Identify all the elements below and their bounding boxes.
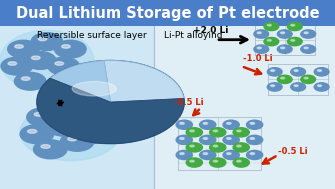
Ellipse shape xyxy=(237,160,241,162)
Ellipse shape xyxy=(294,70,298,71)
Ellipse shape xyxy=(213,130,218,132)
FancyBboxPatch shape xyxy=(0,26,154,189)
Wedge shape xyxy=(37,78,184,144)
Ellipse shape xyxy=(318,70,322,71)
Ellipse shape xyxy=(55,62,64,65)
Ellipse shape xyxy=(27,129,37,133)
Ellipse shape xyxy=(250,122,255,124)
Circle shape xyxy=(254,30,269,38)
Ellipse shape xyxy=(180,153,184,155)
Ellipse shape xyxy=(227,122,231,124)
Circle shape xyxy=(8,40,39,58)
Circle shape xyxy=(20,125,54,144)
Circle shape xyxy=(291,83,306,91)
Ellipse shape xyxy=(237,130,241,132)
Circle shape xyxy=(60,132,94,151)
Circle shape xyxy=(74,125,107,144)
Circle shape xyxy=(223,120,239,129)
Text: Reversible surface layer: Reversible surface layer xyxy=(37,31,146,40)
Circle shape xyxy=(277,45,292,53)
Ellipse shape xyxy=(213,160,218,162)
Circle shape xyxy=(176,150,192,160)
Ellipse shape xyxy=(291,40,295,41)
Ellipse shape xyxy=(190,130,194,132)
Circle shape xyxy=(55,40,86,58)
Ellipse shape xyxy=(281,47,285,49)
Circle shape xyxy=(186,128,202,137)
FancyBboxPatch shape xyxy=(0,0,335,26)
Ellipse shape xyxy=(294,85,298,87)
Ellipse shape xyxy=(271,85,275,87)
Circle shape xyxy=(301,30,316,38)
Ellipse shape xyxy=(54,122,64,126)
Ellipse shape xyxy=(8,62,17,65)
Ellipse shape xyxy=(267,40,271,41)
Ellipse shape xyxy=(250,138,255,139)
Ellipse shape xyxy=(271,70,275,71)
Circle shape xyxy=(176,135,192,144)
Wedge shape xyxy=(104,60,184,102)
Ellipse shape xyxy=(31,56,40,60)
Circle shape xyxy=(291,68,306,76)
Circle shape xyxy=(277,30,292,38)
Ellipse shape xyxy=(281,77,285,79)
Circle shape xyxy=(301,75,316,84)
Ellipse shape xyxy=(180,138,184,139)
Ellipse shape xyxy=(304,77,308,79)
Text: -0.5 Li: -0.5 Li xyxy=(278,147,308,156)
Ellipse shape xyxy=(41,145,50,148)
Ellipse shape xyxy=(190,145,194,147)
Ellipse shape xyxy=(38,37,47,41)
Circle shape xyxy=(301,45,316,53)
Circle shape xyxy=(264,37,279,46)
Ellipse shape xyxy=(203,138,208,139)
Text: -1.0 Li: -1.0 Li xyxy=(243,54,273,63)
Ellipse shape xyxy=(304,47,308,49)
Ellipse shape xyxy=(68,137,77,141)
Ellipse shape xyxy=(61,105,70,109)
Ellipse shape xyxy=(190,160,194,162)
Circle shape xyxy=(200,135,216,144)
Ellipse shape xyxy=(81,129,90,133)
Circle shape xyxy=(254,45,269,53)
Ellipse shape xyxy=(304,32,308,34)
Text: -0.5 Li: -0.5 Li xyxy=(175,98,204,107)
Ellipse shape xyxy=(291,24,295,26)
Circle shape xyxy=(200,120,216,129)
Circle shape xyxy=(210,158,226,167)
Circle shape xyxy=(186,143,202,152)
Text: Dual Lithium Storage of Pt electrode: Dual Lithium Storage of Pt electrode xyxy=(16,6,319,21)
FancyBboxPatch shape xyxy=(154,26,335,189)
Circle shape xyxy=(233,128,249,137)
Circle shape xyxy=(287,22,302,31)
Circle shape xyxy=(247,135,263,144)
Text: +2.0 Li: +2.0 Li xyxy=(193,26,229,35)
Circle shape xyxy=(54,100,87,119)
Circle shape xyxy=(27,108,60,127)
Circle shape xyxy=(210,143,226,152)
Circle shape xyxy=(14,72,46,90)
Circle shape xyxy=(267,83,282,91)
Ellipse shape xyxy=(15,45,23,48)
Ellipse shape xyxy=(237,145,241,147)
Ellipse shape xyxy=(213,145,218,147)
Circle shape xyxy=(233,158,249,167)
Circle shape xyxy=(31,33,63,50)
Ellipse shape xyxy=(20,104,121,161)
Circle shape xyxy=(210,128,226,137)
Wedge shape xyxy=(50,61,111,102)
Ellipse shape xyxy=(250,153,255,155)
Ellipse shape xyxy=(281,32,285,34)
Circle shape xyxy=(314,83,329,91)
Circle shape xyxy=(287,37,302,46)
Ellipse shape xyxy=(203,153,208,155)
Circle shape xyxy=(80,108,114,127)
Circle shape xyxy=(176,120,192,129)
Circle shape xyxy=(264,22,279,31)
Ellipse shape xyxy=(267,24,271,26)
Ellipse shape xyxy=(180,122,184,124)
Circle shape xyxy=(277,75,292,84)
Circle shape xyxy=(34,140,67,159)
Ellipse shape xyxy=(0,30,94,91)
